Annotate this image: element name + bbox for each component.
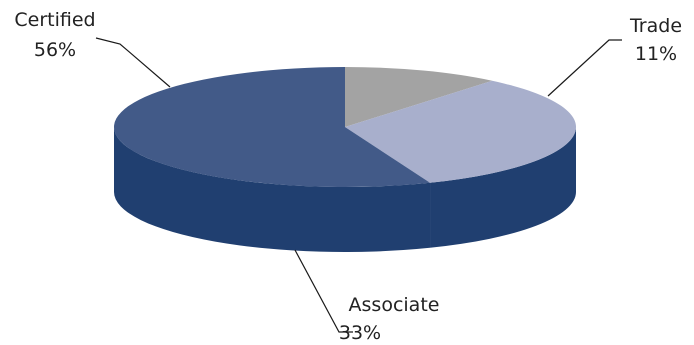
label-associate-percent: 33% bbox=[339, 322, 381, 344]
slice-side-certified bbox=[114, 127, 431, 252]
label-associate-name: Associate bbox=[349, 294, 440, 316]
pie-tops bbox=[114, 67, 576, 187]
label-certified-name: Certified bbox=[14, 9, 95, 31]
leader-line-associate bbox=[294, 249, 353, 333]
label-certified-percent: 56% bbox=[34, 39, 76, 61]
pie-sides bbox=[114, 127, 576, 252]
label-trade-percent: 11% bbox=[635, 43, 677, 65]
slice-top-associate bbox=[345, 80, 576, 183]
slice-top-trade bbox=[345, 67, 493, 127]
slice-top-certified bbox=[114, 67, 431, 187]
leader-line-trade bbox=[547, 39, 622, 97]
label-trade-name: Trade bbox=[629, 15, 682, 37]
slice-side-associate bbox=[430, 127, 576, 248]
leader-line-certified bbox=[95, 37, 171, 88]
leader-lines bbox=[95, 37, 622, 333]
